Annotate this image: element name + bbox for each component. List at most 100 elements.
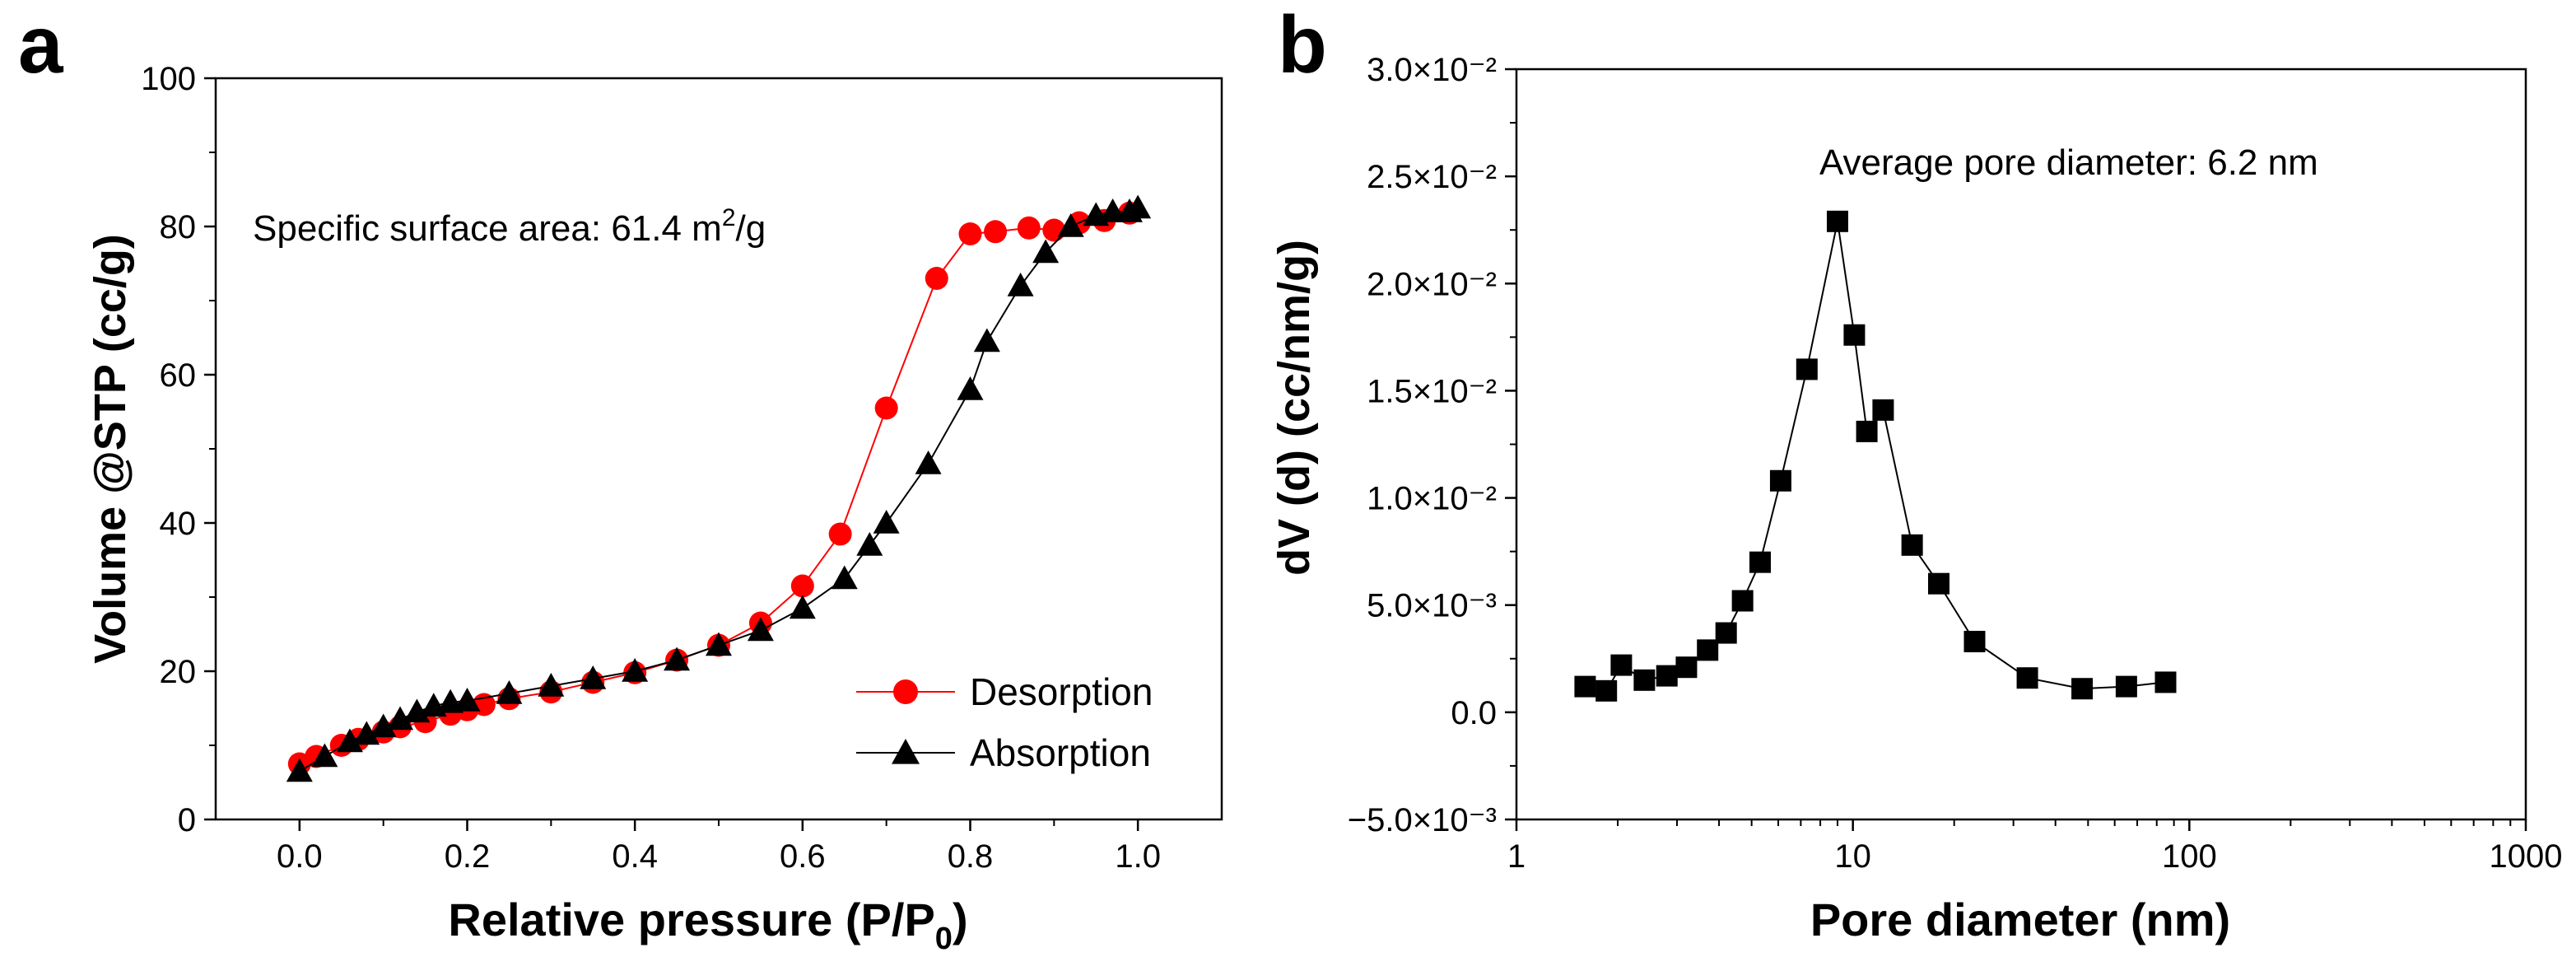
chart-b-point-dv-d [1963, 630, 1986, 652]
chart-a-ytick-label: 0 [178, 802, 196, 838]
legend-marker [892, 739, 920, 764]
chart-a-point-absorption [747, 617, 774, 642]
chart-a-point-desorption [790, 574, 814, 598]
chart-a-xtick-label: 1.0 [1115, 838, 1161, 875]
chart-a-point-absorption [1057, 213, 1084, 237]
chart-b-xtick-label: 100 [2162, 838, 2217, 875]
chart-a-point-absorption [915, 450, 942, 474]
chart-a-point-absorption [353, 721, 380, 745]
chart-a-point-absorption [387, 706, 414, 731]
chart-b-point-dv-d [2016, 667, 2038, 689]
chart-a: Volume @STP (cc/g) Relative pressure (P/… [86, 61, 1223, 956]
chart-b-series-line-dv-d [1585, 221, 2166, 692]
chart-a-point-absorption [664, 647, 691, 671]
chart-b-xlabel: Pore diameter (nm) [1810, 894, 2230, 945]
chart-b-xtick-label: 10 [1834, 838, 1871, 875]
chart-a-point-absorption [831, 565, 858, 590]
chart-a-point-absorption [706, 632, 732, 656]
chart-b-ytick-label: 3.0×10⁻² [1367, 52, 1497, 88]
chart-b-ytick-label: 0.0 [1451, 695, 1497, 731]
chart-a-point-absorption [1007, 273, 1034, 296]
chart-a-point-desorption [1017, 216, 1041, 240]
legend-marker [893, 679, 918, 704]
chart-b-point-dv-d [1749, 551, 1771, 573]
chart-b-point-dv-d [1927, 572, 1949, 595]
chart-b-point-dv-d [1731, 590, 1754, 612]
chart-b-point-dv-d [2071, 678, 2094, 700]
chart-a-point-desorption [874, 396, 898, 420]
chart-b-xtick-label: 1000 [2490, 838, 2563, 875]
chart-a-point-absorption [496, 680, 523, 704]
chart-a-point-desorption [984, 220, 1008, 244]
chart-a-point-absorption [370, 713, 397, 738]
chart-b-ytick-label: 1.0×10⁻² [1367, 481, 1497, 517]
chart-a-ytick-label: 100 [141, 61, 196, 97]
chart-b-point-dv-d [1697, 639, 1719, 661]
chart-a-point-absorption [1125, 194, 1152, 219]
chart-a-annotation-text: Specific surface area: 61.4 m [253, 208, 722, 249]
chart-b-point-dv-d [1675, 656, 1698, 679]
chart-b-point-dv-d [1574, 675, 1596, 698]
chart-a-point-absorption [1032, 239, 1060, 264]
panel-label-b: b [1278, 0, 1327, 90]
chart-b-point-dv-d [1595, 679, 1618, 702]
chart-a-point-absorption [1099, 198, 1126, 222]
chart-a-point-absorption [789, 595, 816, 619]
chart-b-ytick-label: 2.0×10⁻² [1367, 266, 1497, 302]
chart-a-point-absorption [336, 728, 363, 753]
chart-b-point-dv-d [1715, 622, 1737, 644]
chart-a-ytick-label: 20 [160, 654, 197, 690]
chart-b-point-dv-d [1843, 324, 1866, 346]
chart-a-xtick-label: 0.6 [780, 838, 826, 875]
chart-a-xtick-label: 0.0 [277, 838, 323, 875]
chart-a-xtick-label: 0.2 [445, 838, 491, 875]
chart-b-point-dv-d [1769, 469, 1791, 492]
chart-b-point-dv-d [1872, 399, 1894, 421]
chart-b-point-dv-d [1796, 358, 1818, 380]
chart-a-point-absorption [580, 665, 607, 689]
chart-b-point-dv-d [2154, 671, 2177, 693]
chart-a-point-absorption [311, 743, 338, 768]
chart-a-point-absorption [873, 510, 900, 534]
chart-a-point-absorption [286, 758, 313, 782]
chart-a-xlabel: Relative pressure (P/P0) [448, 894, 967, 956]
legend-label: Desorption [970, 670, 1153, 713]
chart-a-annotation-suffix: /g [736, 208, 766, 249]
chart-b-annotation: Average pore diameter: 6.2 nm [1819, 142, 2318, 183]
chart-b-point-dv-d [1656, 665, 1678, 687]
chart-a-point-absorption [454, 688, 481, 712]
chart-b-ytick-label: 2.5×10⁻² [1367, 159, 1497, 195]
chart-a-point-absorption [856, 532, 883, 556]
chart-a-point-absorption [973, 328, 1000, 352]
chart-a-point-absorption [622, 658, 649, 682]
chart-b-point-dv-d [1826, 210, 1848, 232]
chart-a-ytick-label: 40 [160, 506, 197, 542]
chart-b-point-dv-d [1633, 669, 1656, 691]
chart-b-point-dv-d [1856, 420, 1878, 442]
chart-b-ytick-label: 5.0×10⁻³ [1367, 588, 1497, 624]
chart-b: dV (d) (cc/nm/g) Pore diameter (nm) Aver… [1269, 52, 2562, 945]
legend-label: Absorption [970, 731, 1151, 774]
chart-b-ytick-label: 1.5×10⁻² [1367, 373, 1497, 409]
chart-b-xtick-label: 1 [1507, 838, 1526, 875]
chart-a-ytick-label: 60 [160, 357, 197, 394]
chart-a-point-absorption [538, 673, 565, 697]
chart-a-xlabel-main: Relative pressure (P/P [448, 894, 934, 945]
chart-a-annotation-sup: 2 [722, 204, 736, 231]
chart-b-ylabel: dV (d) (cc/nm/g) [1269, 240, 1319, 576]
chart-b-ytick-label: −5.0×10⁻³ [1348, 802, 1497, 838]
chart-a-point-absorption [957, 376, 984, 400]
chart-b-point-dv-d [2115, 675, 2137, 698]
chart-a-annotation: Specific surface area: 61.4 m2/g [253, 204, 766, 249]
chart-a-xtick-label: 0.8 [948, 838, 994, 875]
chart-b-point-dv-d [1901, 534, 1923, 556]
chart-a-ytick-label: 80 [160, 209, 197, 245]
chart-a-point-desorption [925, 267, 948, 290]
chart-a-point-desorption [958, 222, 982, 245]
chart-a-ylabel: Volume @STP (cc/g) [86, 234, 135, 664]
chart-a-xtick-label: 0.4 [612, 838, 658, 875]
chart-a-xlabel-sub: 0 [935, 922, 953, 956]
chart-a-point-desorption [828, 522, 852, 546]
panel-label-a: a [18, 0, 64, 90]
